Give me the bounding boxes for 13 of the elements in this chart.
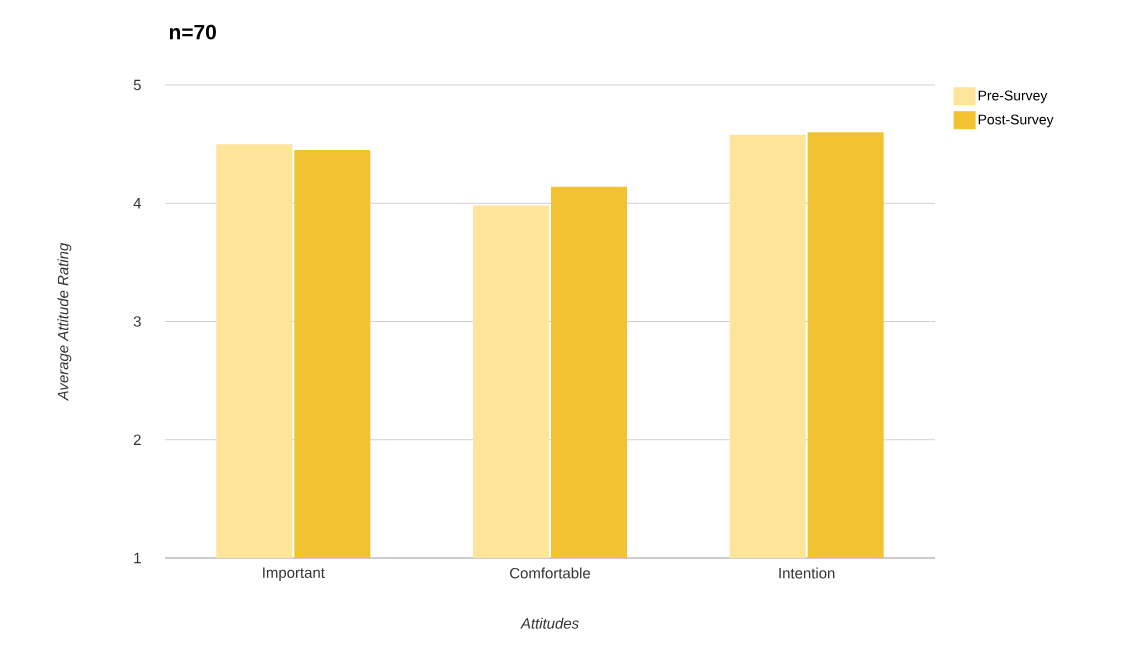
y-tick-label: 3 bbox=[133, 316, 141, 327]
y-tick-label: 4 bbox=[133, 198, 142, 209]
x-tick-label: Important bbox=[263, 567, 325, 581]
legend-label: Post-Survey bbox=[978, 114, 1054, 128]
x-tick-label: Comfortable bbox=[510, 567, 591, 579]
legend-label: Pre-Survey bbox=[978, 90, 1048, 104]
x-axis-title: Attitudes bbox=[520, 617, 579, 629]
chart-title: n=70 bbox=[169, 24, 216, 40]
y-tick-label: 2 bbox=[133, 434, 141, 445]
y-tick-label: 5 bbox=[133, 79, 141, 91]
y-axis-title: Average Attitude Rating bbox=[57, 242, 72, 402]
y-tick-label: 1 bbox=[134, 552, 141, 564]
x-tick-label: Intention bbox=[779, 567, 835, 579]
